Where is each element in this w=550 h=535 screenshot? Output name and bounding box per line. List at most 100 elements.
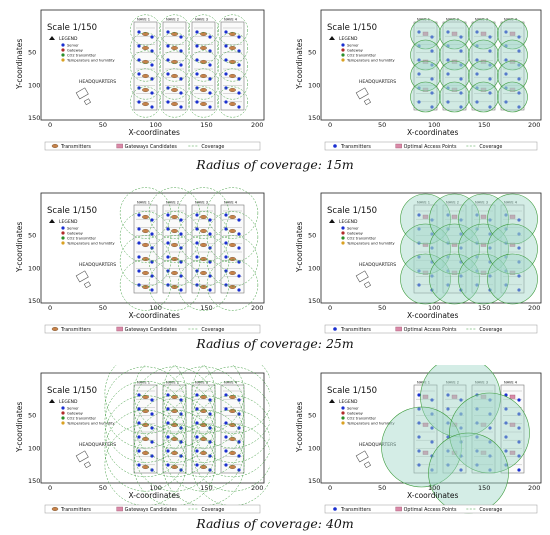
transmitter-dot bbox=[446, 407, 450, 411]
coverage-area bbox=[439, 39, 470, 71]
panel-r40-left: Scale 1/150 LEGEND Server Gateway CO2 transm… bbox=[5, 352, 274, 515]
optimal-access-point bbox=[509, 242, 516, 247]
y-tick-label: 50 bbox=[28, 49, 36, 57]
legend-item: Gateway bbox=[67, 232, 84, 236]
gateway-candidate bbox=[229, 46, 236, 51]
transmitter-dot bbox=[166, 463, 170, 467]
transmitter-dot bbox=[430, 63, 434, 67]
gateway-candidate bbox=[142, 409, 149, 414]
legend-marker bbox=[61, 43, 65, 47]
transmitter-dot bbox=[475, 30, 479, 34]
y-tick-label: 100 bbox=[308, 81, 320, 89]
nave-label: NAVE 1 bbox=[417, 18, 430, 22]
legend-gateways: Optimal Access Points bbox=[404, 144, 457, 150]
transmitter-dot bbox=[446, 213, 450, 217]
coverage-circle bbox=[162, 409, 245, 492]
transmitter-dot bbox=[504, 407, 508, 411]
legend-item: CO2 transmitter bbox=[347, 237, 377, 241]
legend-title: LEGEND bbox=[59, 219, 78, 225]
coverage-circle bbox=[104, 409, 187, 492]
y-tick-label: 100 bbox=[308, 444, 320, 452]
gateway-candidate bbox=[200, 256, 207, 261]
transmitter-dot bbox=[517, 412, 521, 416]
y-tick-label: 50 bbox=[28, 412, 36, 420]
transmitter-dot bbox=[224, 100, 228, 104]
coverage-circle bbox=[188, 68, 219, 100]
headquarters-label: HEADQUARTERS bbox=[79, 442, 116, 448]
transmitter-dot bbox=[488, 246, 492, 250]
transmitter-dot bbox=[150, 398, 154, 402]
transmitter-dot bbox=[150, 468, 154, 472]
nave-label: NAVE 3 bbox=[475, 18, 488, 22]
optimal-access-point bbox=[480, 242, 487, 247]
y-axis-label: Y-coordinates bbox=[15, 402, 24, 453]
coverage-circle bbox=[177, 259, 230, 311]
transmitter-dot bbox=[179, 246, 183, 250]
transmitter-dot bbox=[459, 398, 463, 402]
transmitter-dot bbox=[195, 44, 199, 48]
coverage-circle bbox=[217, 50, 248, 82]
transmitter-dot bbox=[446, 421, 450, 425]
optimal-access-point bbox=[509, 422, 516, 427]
legend-marker bbox=[341, 241, 345, 245]
bottom-legend bbox=[44, 324, 261, 334]
y-tick-label: 100 bbox=[308, 264, 320, 272]
headquarters-label: HEADQUARTERS bbox=[359, 79, 396, 85]
transmitter-dot bbox=[430, 398, 434, 402]
transmitter-dot bbox=[488, 49, 492, 53]
coverage-area bbox=[428, 432, 509, 514]
north-arrow-icon bbox=[49, 399, 55, 403]
transmitter-dot bbox=[475, 283, 479, 287]
x-tick-label: 150 bbox=[200, 484, 212, 492]
transmitter-dot bbox=[224, 58, 228, 62]
optimal-access-point bbox=[422, 270, 429, 275]
coverage-circle bbox=[130, 68, 161, 100]
gateway-candidate bbox=[229, 73, 236, 78]
legend-item: Temperature and humidity bbox=[66, 59, 116, 63]
x-tick-label: 200 bbox=[251, 304, 263, 312]
coverage-area bbox=[410, 39, 441, 71]
transmitter-dot bbox=[150, 91, 154, 95]
nave-label: NAVE 1 bbox=[137, 381, 150, 385]
legend-coverage: Coverage bbox=[479, 144, 502, 150]
optimal-access-point bbox=[422, 450, 429, 455]
coverage-circle bbox=[119, 259, 172, 311]
transmitter-dot bbox=[459, 63, 463, 67]
transmitter-dot bbox=[417, 421, 421, 425]
transmitter-dot bbox=[195, 58, 199, 62]
transmitter-dot bbox=[208, 218, 212, 222]
coverage-circle bbox=[206, 187, 259, 239]
gateway-candidate bbox=[229, 409, 236, 414]
x-tick-label: 150 bbox=[200, 121, 212, 129]
gateway-candidate bbox=[142, 32, 149, 37]
transmitter-dot bbox=[150, 246, 154, 250]
transmitter-dot bbox=[488, 105, 492, 109]
y-tick-label: 150 bbox=[28, 477, 40, 485]
transmitter-dot bbox=[430, 412, 434, 416]
annex-building bbox=[83, 98, 92, 106]
transmitter-dot bbox=[417, 283, 421, 287]
nave-label: NAVE 2 bbox=[446, 381, 459, 385]
gateway-candidate bbox=[229, 101, 236, 106]
transmitter-dot bbox=[430, 77, 434, 81]
coverage-area bbox=[458, 253, 509, 305]
y-tick-label: 50 bbox=[308, 412, 316, 420]
transmitter-dot bbox=[488, 454, 492, 458]
nave-label: NAVE 4 bbox=[224, 381, 238, 385]
headquarters-label: HEADQUARTERS bbox=[79, 262, 116, 268]
transmitter-dot bbox=[475, 44, 479, 48]
legend-box-icon bbox=[395, 506, 402, 512]
legend-marker bbox=[341, 236, 345, 240]
x-axis-label: X-coordinates bbox=[129, 491, 180, 500]
coverage-area bbox=[429, 253, 480, 305]
transmitter-dot bbox=[224, 435, 228, 439]
coverage-circle bbox=[177, 187, 230, 239]
transmitter-dot bbox=[417, 435, 421, 439]
legend-marker bbox=[341, 421, 345, 425]
legend-marker bbox=[61, 226, 65, 230]
optimal-access-point bbox=[451, 31, 458, 36]
coverage-area bbox=[487, 223, 538, 275]
coverage-circle bbox=[159, 32, 190, 64]
legend-item: CO2 transmitter bbox=[67, 237, 97, 241]
legend-title: LEGEND bbox=[59, 399, 78, 405]
